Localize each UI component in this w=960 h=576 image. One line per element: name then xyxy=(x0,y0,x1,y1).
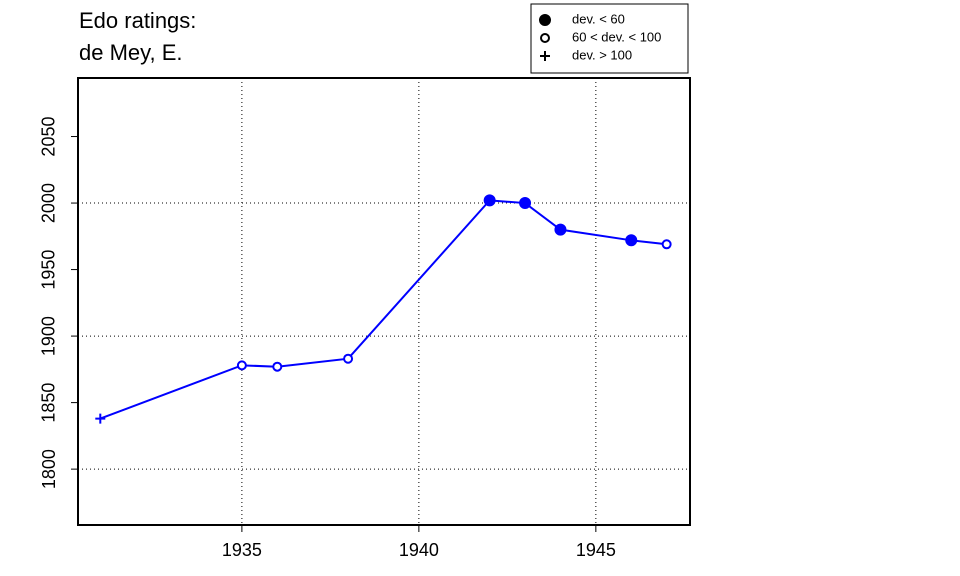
x-tick-label: 1945 xyxy=(576,540,616,560)
legend-label: dev. < 60 xyxy=(572,11,625,26)
marker xyxy=(483,194,496,207)
legend-label: dev. > 100 xyxy=(572,47,632,62)
marker xyxy=(343,353,354,364)
y-tick-label: 2050 xyxy=(39,117,59,157)
marker xyxy=(95,413,106,424)
y-tick-label: 1950 xyxy=(39,250,59,290)
marker xyxy=(554,223,567,236)
legend-label: 60 < dev. < 100 xyxy=(572,29,661,44)
legend-marker xyxy=(540,51,550,61)
marker xyxy=(272,361,283,372)
y-tick-label: 2000 xyxy=(39,183,59,223)
y-tick-label: 1850 xyxy=(39,383,59,423)
chart-subtitle: de Mey, E. xyxy=(79,40,183,65)
legend-box xyxy=(530,3,689,74)
marker xyxy=(661,239,672,250)
plot-frame xyxy=(77,77,691,526)
chart-title: Edo ratings: xyxy=(79,8,196,33)
y-tick-label: 1900 xyxy=(39,316,59,356)
x-tick-label: 1940 xyxy=(399,540,439,560)
legend-marker xyxy=(540,33,550,43)
legend-marker xyxy=(539,14,551,26)
marker xyxy=(519,197,532,210)
marker xyxy=(236,360,247,371)
series-line xyxy=(99,199,667,420)
x-tick-label: 1935 xyxy=(222,540,262,560)
marker xyxy=(625,234,638,247)
y-tick-label: 1800 xyxy=(39,449,59,489)
